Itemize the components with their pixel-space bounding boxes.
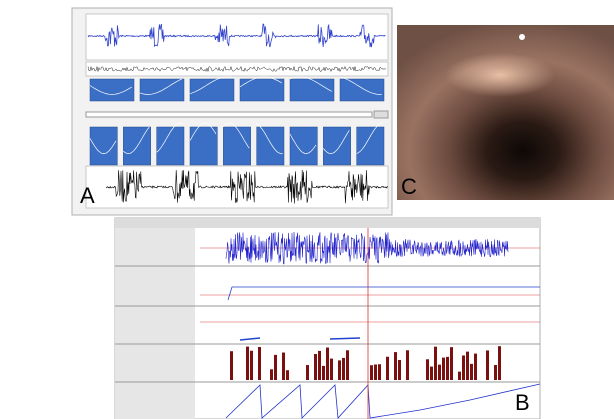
epoch-box <box>340 79 384 101</box>
event-bar <box>462 355 465 380</box>
event-bar <box>406 350 409 380</box>
event-bar <box>446 357 449 380</box>
event-bar <box>282 353 285 380</box>
button <box>374 111 388 118</box>
event-bar <box>286 370 289 380</box>
event-bar <box>486 350 489 380</box>
trace-box <box>86 14 388 60</box>
slider <box>86 112 372 117</box>
event-bar <box>426 359 429 380</box>
event-bar <box>230 351 233 380</box>
event-bar <box>438 365 441 380</box>
event-bar <box>450 347 453 380</box>
event-bar <box>394 352 397 380</box>
event-bar <box>430 367 433 380</box>
tissue-highlight <box>445 53 555 97</box>
event-bar <box>250 351 253 380</box>
panel-label: C <box>401 174 417 199</box>
panel-label: A <box>80 183 95 208</box>
event-bar <box>378 364 381 380</box>
event-bar <box>470 364 473 380</box>
event-bar <box>314 354 317 380</box>
event-bar <box>494 365 497 380</box>
event-bar <box>342 358 345 380</box>
event-bar <box>326 348 329 380</box>
epoch-box <box>357 127 384 165</box>
event-bar <box>474 354 477 380</box>
panel-a: A <box>72 8 392 215</box>
event-bar <box>442 358 445 380</box>
epoch-box <box>257 127 284 165</box>
event-bar <box>370 365 373 380</box>
epoch-box <box>223 127 250 165</box>
event-bar <box>306 365 309 380</box>
panel-b: B <box>115 218 540 419</box>
event-bar <box>258 347 261 380</box>
event-bar <box>398 360 401 380</box>
epoch-box <box>323 127 350 165</box>
event-bar <box>274 355 277 380</box>
panel-c: C <box>397 25 614 200</box>
event-bar <box>374 365 377 380</box>
epoch-box <box>240 79 284 101</box>
event-bar <box>318 351 321 380</box>
panel-label: B <box>515 390 530 415</box>
reflection <box>519 34 525 40</box>
epoch-box <box>290 127 317 165</box>
event-bar <box>338 360 341 380</box>
toolbar <box>115 218 540 228</box>
epoch-box <box>90 79 134 101</box>
epoch-box <box>90 127 117 165</box>
figure: A C B <box>0 0 614 419</box>
epoch-box <box>190 127 217 165</box>
sidebar <box>115 228 195 419</box>
event-bar <box>498 346 501 380</box>
event-bar <box>458 372 461 380</box>
event-bar <box>346 350 349 380</box>
epoch-box <box>290 79 334 101</box>
event-bar <box>270 369 273 380</box>
event-bar <box>434 347 437 380</box>
event-bar <box>386 357 389 380</box>
endoscopic-image <box>397 25 614 200</box>
event-bar <box>246 347 249 380</box>
event-bar <box>330 359 333 380</box>
event-bar <box>322 366 325 380</box>
event-bar <box>466 352 469 380</box>
